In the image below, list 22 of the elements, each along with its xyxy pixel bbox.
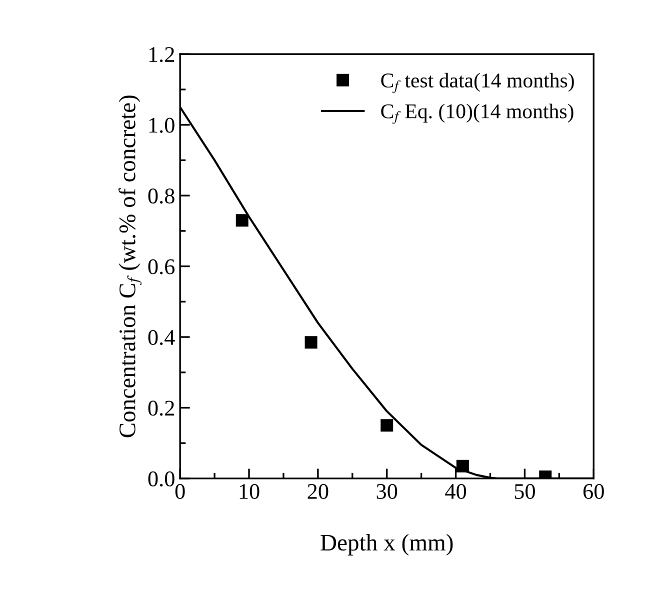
y-tick-label: 0.2 [148, 400, 174, 416]
x-tick-label: 50 [514, 484, 535, 499]
legend-label: C$_{f}$ test data(14 months) [381, 72, 574, 94]
legend-label: C$_{f}$ Eq. (10)(14 months) [381, 104, 574, 124]
point [380, 419, 394, 432]
x-tick-label: 10 [240, 484, 260, 499]
point [236, 214, 248, 227]
x-tick-label: 20 [308, 484, 328, 499]
x-tick-label: 60 [583, 484, 604, 499]
point [304, 336, 318, 349]
y-tick-label: 0.8 [148, 188, 174, 204]
y-axis-title: Concentration C$_{f}$ (wt.% of concrete) [118, 96, 142, 438]
y-tick-label: 1.0 [149, 118, 174, 133]
point [456, 460, 469, 472]
y-tick-label: 0.6 [148, 259, 175, 274]
y-tick-label: 0.4 [148, 330, 175, 346]
x-tick-label: 0 [175, 484, 185, 499]
x-tick-label: 40 [445, 484, 466, 499]
y-tick-label: 0.0 [148, 471, 174, 486]
y-tick-label: 1.2 [149, 47, 174, 62]
x-axis-title: Depth x (mm) [320, 534, 453, 556]
x-tick-label: 30 [376, 484, 398, 499]
